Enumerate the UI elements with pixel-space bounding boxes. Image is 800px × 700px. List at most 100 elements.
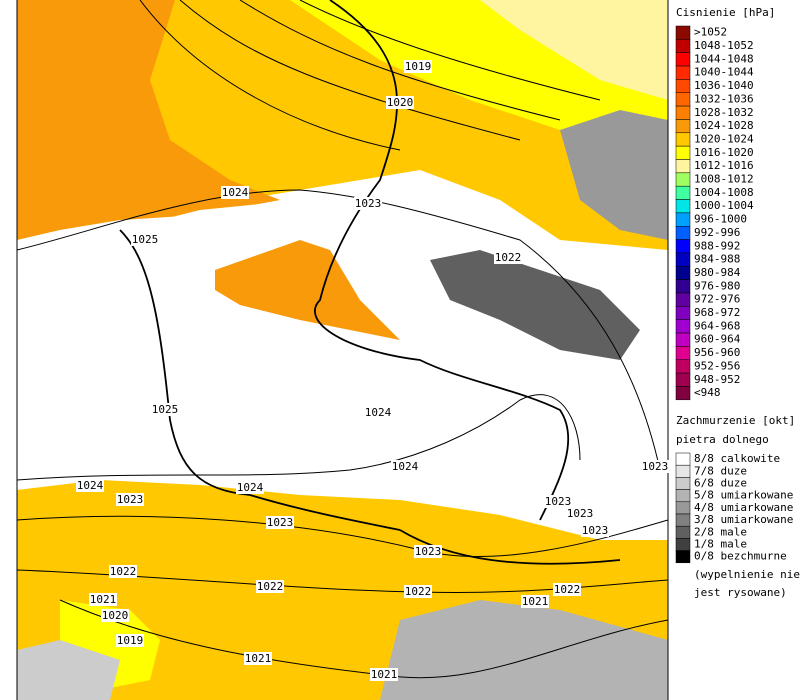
isobar-label: 1025 (132, 233, 159, 246)
legend-swatch (675, 79, 691, 94)
isobar-label-bg (494, 251, 522, 264)
legend-label: <948 (694, 386, 721, 399)
isobar-label: 1020 (387, 96, 414, 109)
legend-swatch (675, 226, 691, 240)
cloud-patch (560, 110, 668, 240)
isobar-label: 1023 (117, 493, 144, 506)
isobar-label-bg (244, 652, 272, 665)
legend-label: 1008-1012 (694, 173, 754, 186)
field-1012 (480, 0, 668, 100)
isobar-label: 1024 (222, 186, 249, 199)
legend-label: 1024-1028 (694, 119, 754, 132)
legend-swatch (675, 464, 691, 478)
cloud-legend-subtitle: pietra dolnego (676, 433, 769, 446)
legend-label: 968-972 (694, 306, 740, 319)
pressure-legend-title: Cisnienie [hPa] (676, 6, 775, 19)
isobar-label-bg (151, 403, 179, 416)
legend-swatch (675, 119, 691, 134)
isobar-label-bg (553, 583, 581, 596)
isobar-label: 1023 (355, 197, 382, 210)
isobar-label-bg (116, 493, 144, 506)
legend-label: 992-996 (694, 226, 740, 239)
legend-swatch (675, 25, 691, 40)
legend-swatch (675, 92, 691, 107)
isobar-label: 1022 (110, 565, 137, 578)
isobar-label: 1024 (365, 406, 392, 419)
legend-label: 1044-1048 (694, 52, 754, 65)
isobar-label: 1023 (567, 507, 594, 520)
isobar-label: 1022 (554, 583, 581, 596)
border (314, 0, 570, 521)
legend-note: jest rysowane) (694, 586, 787, 599)
legend-swatch (675, 105, 691, 120)
legend-label: 972-976 (694, 293, 740, 306)
isobar-label: 1024 (77, 479, 104, 492)
isobar-label: 1023 (582, 524, 609, 537)
isobar-label-bg (236, 481, 264, 494)
isobar-label-bg (221, 186, 249, 199)
legend-note: (wypelnienie nie (694, 568, 800, 581)
legend-label: 996-1000 (694, 213, 747, 226)
legend-label: 948-952 (694, 373, 740, 386)
cloud-patch (380, 600, 668, 700)
isobar-label: 1021 (522, 595, 549, 608)
legend-label: 1000-1004 (694, 199, 754, 212)
legend-label: 4/8 umiarkowane (694, 501, 793, 514)
legend-label: 976-980 (694, 279, 740, 292)
legend-swatch (675, 489, 691, 503)
legend-swatch (675, 538, 691, 551)
isobar-label: 1023 (545, 495, 572, 508)
isobar-label-bg (354, 197, 382, 210)
legend-swatch (675, 65, 691, 80)
map-area (16, 0, 669, 700)
legend-label: 1036-1040 (694, 79, 754, 92)
legend-label: 956-960 (694, 346, 740, 359)
isobar-label-bg (89, 593, 117, 606)
legend-label: 984-988 (694, 253, 740, 266)
isobar-label: 1024 (392, 460, 419, 473)
isobar-label-bg (404, 585, 432, 598)
isobar-label: 1019 (117, 634, 144, 647)
legend-swatch (675, 550, 691, 564)
isobar-label: 1023 (267, 516, 294, 529)
isobar-label: 1023 (415, 545, 442, 558)
isobar-label-bg (581, 524, 609, 537)
isobar-label: 1021 (371, 668, 398, 681)
isobar-label-bg (101, 609, 129, 622)
legend-label: 988-992 (694, 239, 740, 252)
legend-label: 3/8 umiarkowane (694, 513, 793, 526)
legend-label: 1020-1024 (694, 132, 754, 145)
legend-swatch (675, 477, 691, 490)
legend-swatch (675, 52, 691, 67)
isobar-label-bg (116, 634, 144, 647)
isobar-label-bg (566, 507, 594, 520)
cloud-patch (17, 640, 120, 700)
isobar (16, 394, 581, 481)
isobar-label-bg (521, 595, 549, 608)
legend-swatch (675, 386, 691, 401)
legend-label: >1052 (694, 26, 727, 39)
legend-swatch (675, 513, 691, 527)
isobar-label-bg (641, 460, 669, 473)
isobar (16, 515, 669, 558)
isobar-label: 1022 (405, 585, 432, 598)
legend-label: 952-956 (694, 359, 740, 372)
legend-swatch (675, 346, 691, 360)
legend-swatch (675, 452, 691, 466)
legend-swatch (675, 359, 691, 374)
cloud-legend-title: Zachmurzenie [okt] (676, 414, 795, 427)
legend-swatch (675, 39, 691, 53)
legend-swatch (675, 266, 691, 280)
legend-label: 0/8 bezchmurne (694, 550, 787, 563)
legend-label: 1032-1036 (694, 92, 754, 105)
legend-label: 1004-1008 (694, 186, 754, 199)
legend-label: 960-964 (694, 333, 741, 346)
legend-swatch (675, 279, 691, 294)
cloud-patch (430, 250, 640, 360)
legend-swatch (675, 306, 691, 320)
border (399, 529, 621, 565)
isobar-label-bg (76, 479, 104, 492)
isobar-label-bg (414, 545, 442, 558)
legend-swatch (675, 132, 691, 147)
